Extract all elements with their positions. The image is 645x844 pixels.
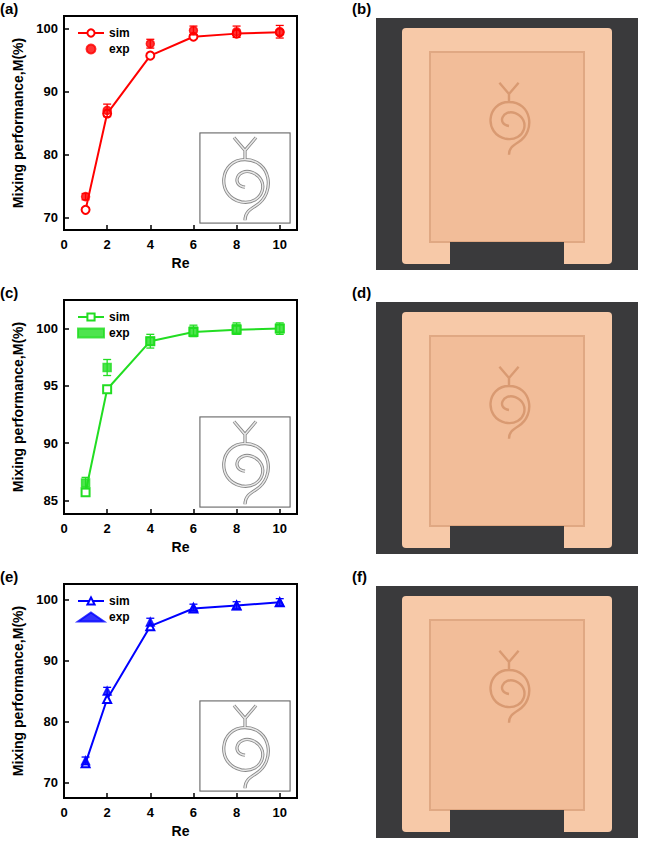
svg-text:10: 10 <box>273 805 287 820</box>
svg-text:100: 100 <box>36 321 58 336</box>
svg-text:exp: exp <box>109 610 130 624</box>
svg-text:Mixing performance,M(%): Mixing performance,M(%) <box>10 606 26 776</box>
html-text:(b): (b) <box>352 0 372 17</box>
svg-text:Re: Re <box>172 539 190 555</box>
svg-text:8: 8 <box>233 237 240 252</box>
svg-text:4: 4 <box>147 521 155 536</box>
svg-text:80: 80 <box>44 714 58 729</box>
svg-text:85: 85 <box>44 493 58 508</box>
svg-text:exp: exp <box>109 326 130 340</box>
svg-text:100: 100 <box>36 592 58 607</box>
html-text:(d): (d) <box>352 284 372 301</box>
svg-text:sim: sim <box>109 26 130 40</box>
svg-text:Re: Re <box>172 823 190 839</box>
svg-text:70: 70 <box>44 210 58 225</box>
svg-text:8: 8 <box>233 805 240 820</box>
svg-text:4: 4 <box>147 805 155 820</box>
svg-text:6: 6 <box>190 521 197 536</box>
svg-text:10: 10 <box>273 237 287 252</box>
html-text:(f): (f) <box>352 568 367 585</box>
svg-text:90: 90 <box>44 436 58 451</box>
svg-text:Mixing performance,M(%): Mixing performance,M(%) <box>10 38 26 208</box>
svg-text:2: 2 <box>104 237 111 252</box>
svg-text:6: 6 <box>190 237 197 252</box>
svg-text:90: 90 <box>44 653 58 668</box>
svg-text:8: 8 <box>233 521 240 536</box>
svg-text:0: 0 <box>60 237 67 252</box>
svg-text:2: 2 <box>104 805 111 820</box>
html-text:(a): (a) <box>0 0 19 17</box>
svg-text:80: 80 <box>44 147 58 162</box>
html-text:(e): (e) <box>0 568 19 585</box>
svg-text:Re: Re <box>172 255 190 271</box>
svg-text:sim: sim <box>109 594 130 608</box>
svg-text:4: 4 <box>147 237 155 252</box>
svg-text:2: 2 <box>104 521 111 536</box>
svg-text:70: 70 <box>44 775 58 790</box>
svg-text:sim: sim <box>109 310 130 324</box>
svg-text:Mixing performance,M(%): Mixing performance,M(%) <box>10 322 26 492</box>
html-text:(c): (c) <box>0 284 19 301</box>
svg-text:exp: exp <box>109 42 130 56</box>
svg-text:0: 0 <box>60 521 67 536</box>
svg-text:0: 0 <box>60 805 67 820</box>
svg-text:90: 90 <box>44 84 58 99</box>
svg-text:100: 100 <box>36 21 58 36</box>
svg-text:6: 6 <box>190 805 197 820</box>
svg-text:10: 10 <box>273 521 287 536</box>
svg-text:95: 95 <box>44 378 58 393</box>
